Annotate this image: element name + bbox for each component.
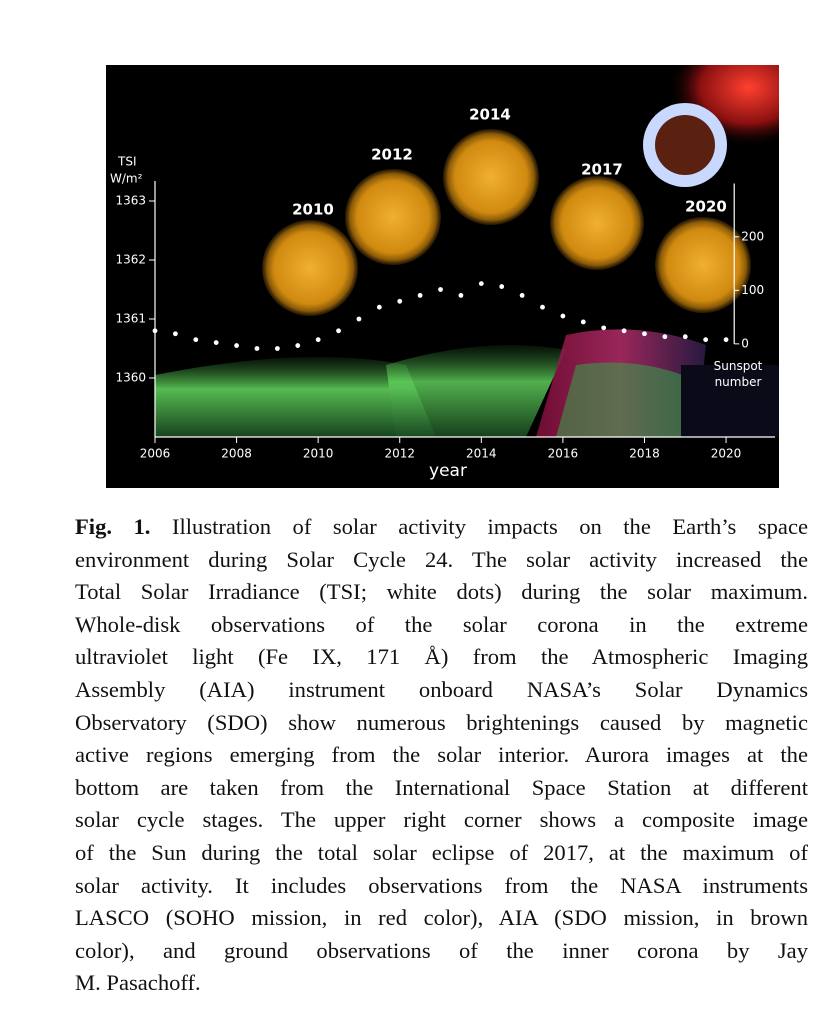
night-earth bbox=[681, 365, 779, 437]
tsi-point bbox=[193, 337, 199, 343]
caption-line: Fig. 1. Illustration of solar activity i… bbox=[75, 511, 808, 544]
aurora bbox=[556, 362, 706, 437]
caption-text: Total Solar Irradiance (TSI; white dots)… bbox=[75, 579, 808, 605]
tsi-point bbox=[438, 287, 443, 292]
caption-line: active regions emerging from the solar i… bbox=[75, 739, 808, 772]
x-tick-label: 2020 bbox=[711, 447, 742, 461]
y2-tick-label: 0 bbox=[741, 336, 749, 350]
caption-text: solar cycle stages. The upper right corn… bbox=[75, 807, 808, 833]
aurora bbox=[155, 357, 436, 437]
y2-tick-label: 100 bbox=[741, 283, 764, 297]
sun-image bbox=[262, 220, 358, 316]
y2-axis-label-box: Sunspot number bbox=[713, 359, 763, 389]
caption-line: LASCO (SOHO mission, in red color), AIA … bbox=[75, 902, 808, 935]
sun-year-label: 2014 bbox=[469, 106, 511, 124]
eclipse-sun bbox=[655, 115, 715, 175]
tsi-point bbox=[315, 337, 321, 343]
caption-line: Observatory (SDO) show numerous brighten… bbox=[75, 707, 808, 740]
caption-line: bottom are taken from the International … bbox=[75, 772, 808, 805]
tsi-point bbox=[336, 328, 341, 334]
x-tick-label: 2006 bbox=[140, 447, 171, 461]
x-tick-label: 2016 bbox=[548, 447, 579, 461]
tsi-point bbox=[234, 343, 239, 348]
tsi-point bbox=[397, 298, 403, 304]
caption-label: Fig. 1. bbox=[75, 514, 151, 539]
tsi-point bbox=[458, 293, 464, 298]
tsi-point bbox=[560, 313, 566, 319]
tsi-point bbox=[213, 340, 219, 345]
caption-line: ultraviolet light (Fe IX, 171 Å) from th… bbox=[75, 641, 808, 674]
tsi-point bbox=[703, 337, 709, 343]
caption-text: active regions emerging from the solar i… bbox=[75, 742, 808, 768]
tsi-point bbox=[152, 328, 158, 334]
caption-line: Total Solar Irradiance (TSI; white dots)… bbox=[75, 576, 808, 609]
y-tick-label: 1363 bbox=[115, 194, 146, 208]
tsi-point bbox=[621, 328, 627, 334]
y2-tick-label: 200 bbox=[741, 229, 764, 243]
tsi-point bbox=[723, 337, 729, 343]
tsi-point bbox=[356, 316, 362, 322]
caption-line: Whole-disk observations of the solar cor… bbox=[75, 609, 808, 642]
y2-axis-label: Sunspot number bbox=[713, 359, 763, 389]
x-tick-label: 2014 bbox=[466, 447, 497, 461]
tsi-point bbox=[254, 346, 260, 351]
caption-line: solar activity. It includes observations… bbox=[75, 870, 808, 903]
y-axis-label: TSI bbox=[117, 155, 137, 169]
y-tick-label: 1360 bbox=[115, 371, 146, 385]
caption-text: LASCO (SOHO mission, in red color), AIA … bbox=[75, 905, 808, 931]
sun-year-label: 2010 bbox=[292, 201, 334, 219]
figure: TSI W/m² year Sunspot number 1360 1361 136… bbox=[106, 65, 779, 488]
tsi-point bbox=[295, 343, 301, 348]
tsi-point bbox=[662, 334, 668, 340]
tsi-point bbox=[376, 304, 382, 310]
caption: Fig. 1. Illustration of solar activity i… bbox=[75, 511, 808, 1000]
x-tick-label: 2018 bbox=[629, 447, 660, 461]
x-tick-label: 2012 bbox=[384, 447, 415, 461]
caption-text: of the Sun during the total solar eclips… bbox=[75, 839, 808, 865]
y-tick-label: 1362 bbox=[115, 253, 146, 267]
tsi-point bbox=[499, 284, 505, 289]
sun-image bbox=[443, 129, 539, 225]
sun-year-label: 2017 bbox=[581, 161, 623, 179]
tsi-point bbox=[642, 331, 647, 337]
tsi-point bbox=[172, 331, 178, 337]
caption-text: Assembly (AIA) instrument onboard NASA’s… bbox=[75, 676, 808, 702]
sun-year-label: 2020 bbox=[685, 198, 727, 216]
caption-line: Assembly (AIA) instrument onboard NASA’s… bbox=[75, 674, 808, 707]
caption-text: M. Pasachoff. bbox=[75, 970, 201, 996]
tsi-point bbox=[601, 325, 607, 331]
caption-line: environment during Solar Cycle 24. The s… bbox=[75, 544, 808, 577]
tsi-point bbox=[478, 281, 484, 286]
caption-text: bottom are taken from the International … bbox=[75, 774, 808, 800]
tsi-point bbox=[274, 346, 280, 351]
caption-text: ultraviolet light (Fe IX, 171 Å) from th… bbox=[75, 644, 808, 670]
sun-image bbox=[345, 169, 441, 265]
sun-image bbox=[550, 176, 644, 270]
caption-line: solar cycle stages. The upper right corn… bbox=[75, 804, 808, 837]
x-tick-label: 2008 bbox=[221, 447, 252, 461]
caption-text: Observatory (SDO) show numerous brighten… bbox=[75, 709, 808, 735]
y-axis-unit: W/m² bbox=[110, 172, 143, 186]
caption-text: Whole-disk observations of the solar cor… bbox=[75, 611, 808, 637]
x-axis-label: year bbox=[429, 461, 467, 481]
tsi-point bbox=[540, 304, 545, 310]
caption-text: environment during Solar Cycle 24. The s… bbox=[75, 546, 808, 572]
caption-line: color), and ground observations of the i… bbox=[75, 935, 808, 968]
caption-text: color), and ground observations of the i… bbox=[75, 937, 808, 963]
aurora bbox=[386, 345, 566, 437]
caption-line: of the Sun during the total solar eclips… bbox=[75, 837, 808, 870]
caption-text: Illustration of solar activity impacts o… bbox=[171, 514, 808, 539]
caption-line: M. Pasachoff. bbox=[75, 967, 808, 1000]
tsi-point bbox=[682, 334, 688, 340]
x-tick-label: 2010 bbox=[303, 447, 334, 461]
caption-text: solar activity. It includes observations… bbox=[75, 872, 808, 898]
sun-year-label: 2012 bbox=[371, 146, 413, 164]
tsi-point bbox=[417, 293, 423, 298]
sun-image bbox=[655, 217, 751, 313]
tsi-point bbox=[580, 319, 586, 325]
tsi-point bbox=[519, 293, 525, 298]
y-tick-label: 1361 bbox=[115, 312, 146, 326]
